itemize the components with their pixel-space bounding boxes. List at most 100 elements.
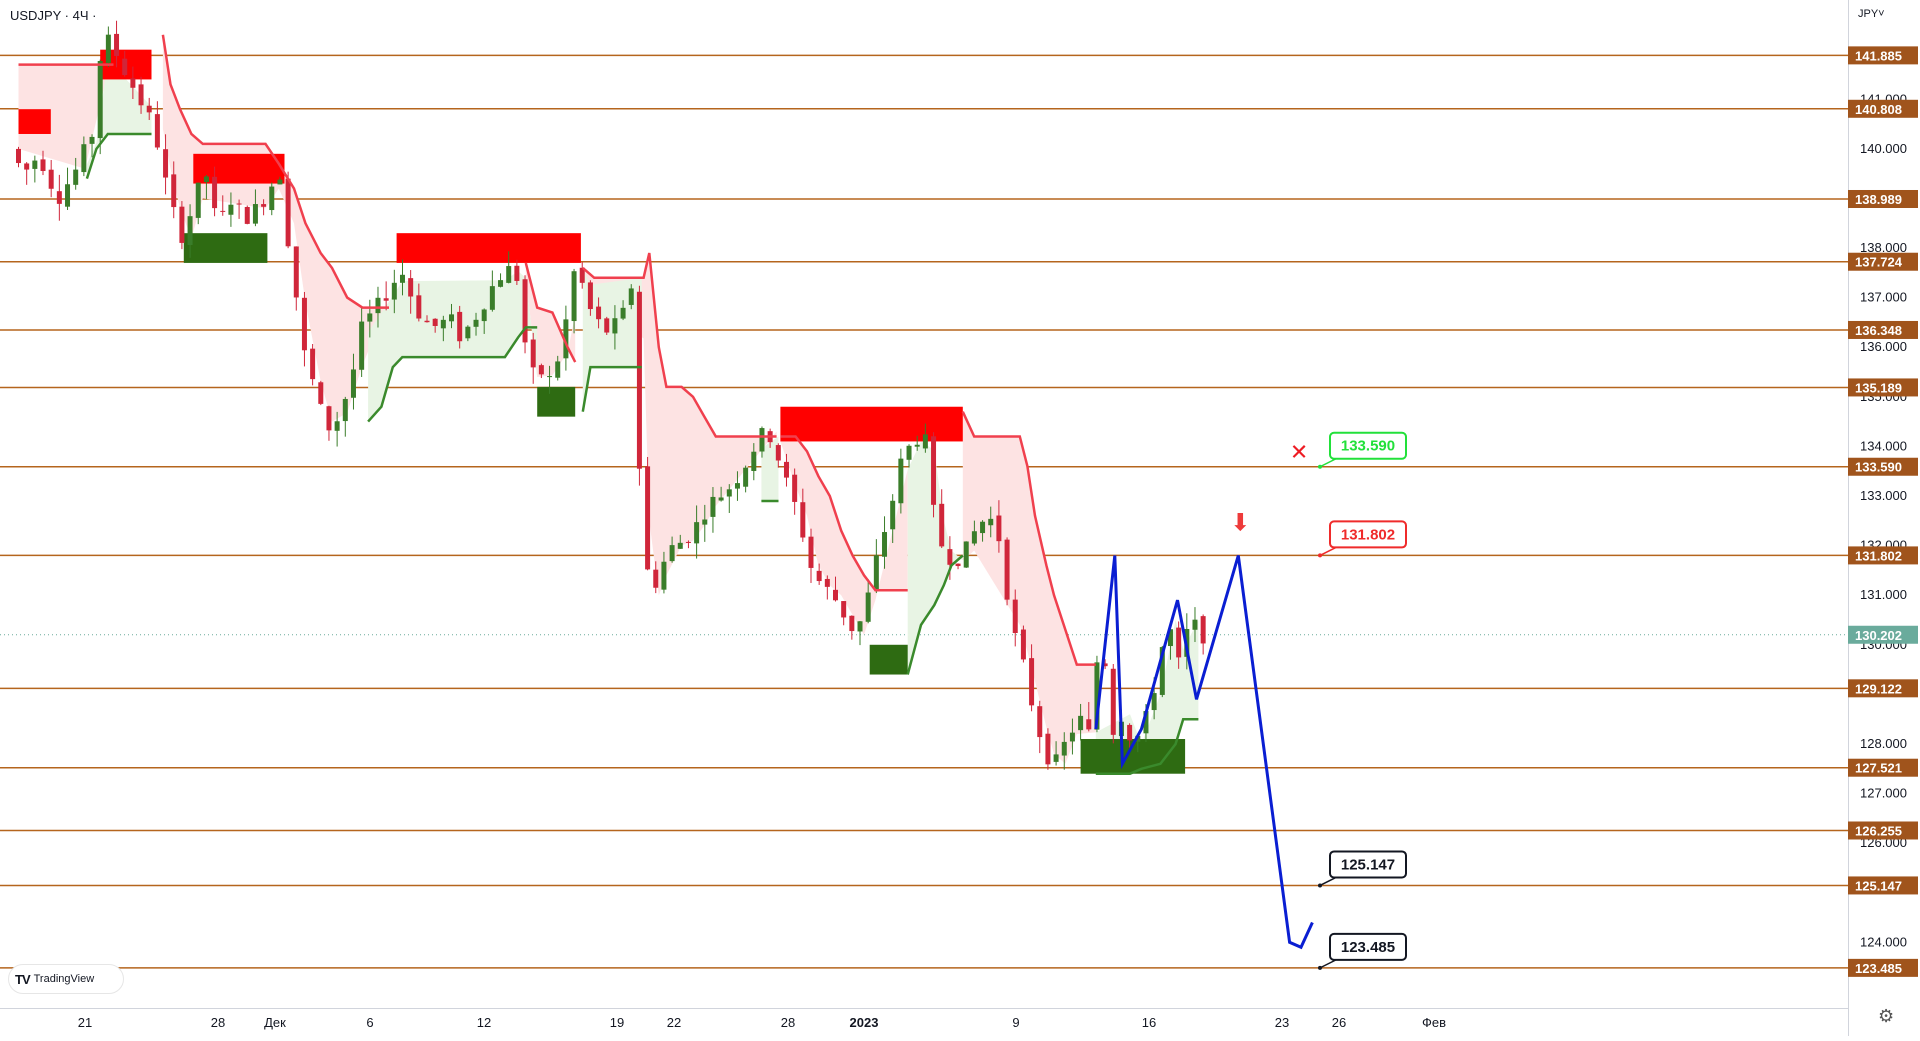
time-tick-label: 6 [366, 1015, 373, 1030]
time-axis[interactable] [0, 1008, 1848, 1036]
level-price-tag [1848, 320, 1918, 339]
target-price-label[interactable]: 133.590 [1318, 431, 1407, 469]
candle-body [375, 297, 381, 314]
candle-body [244, 206, 250, 224]
candle-body [285, 178, 291, 247]
candle-body [1004, 539, 1010, 600]
candle-body [261, 204, 267, 207]
time-tick-label: 16 [1142, 1015, 1156, 1030]
candle-body [857, 621, 863, 632]
candle-body [849, 615, 855, 632]
candle-body [873, 555, 879, 590]
candle-body [587, 282, 593, 310]
candle-body [947, 549, 953, 565]
candle-body [179, 206, 185, 243]
candle-body [538, 365, 544, 375]
candle-body [342, 398, 348, 422]
candle-body [620, 307, 626, 319]
candle-body [906, 445, 912, 460]
candle-body [800, 502, 806, 538]
candle-body [65, 184, 71, 207]
candle-body [833, 589, 838, 601]
candle-body [661, 561, 667, 590]
trail-fill [962, 411, 1096, 764]
time-tick-label: 23 [1275, 1015, 1289, 1030]
candle-body [645, 466, 651, 570]
candle-body [138, 84, 144, 106]
candle-body [105, 34, 111, 63]
candle-body [24, 163, 30, 170]
price-tick-label: 128.000 [1860, 736, 1907, 751]
gear-icon[interactable]: ⚙ [1878, 1006, 1895, 1026]
target-price-label[interactable]: 125.147 [1318, 850, 1407, 888]
candle-body [154, 114, 160, 148]
candle-body [56, 191, 62, 204]
candle-body [195, 182, 201, 218]
candle-body [506, 266, 512, 283]
candle-body [48, 169, 54, 189]
target-price-text: 131.802 [1341, 526, 1395, 543]
tradingview-watermark[interactable]: TV TradingView [8, 964, 124, 994]
candle-body [1037, 706, 1043, 738]
supply-zone[interactable] [396, 233, 581, 263]
level-price-label: 126.255 [1855, 823, 1902, 838]
trail-fill [525, 262, 576, 377]
level-price-tag [1848, 378, 1918, 397]
candle-body [1094, 662, 1100, 730]
candle-body [269, 186, 275, 211]
target-price-label[interactable]: 123.485 [1318, 932, 1407, 970]
level-price-label: 137.724 [1855, 255, 1903, 270]
candle-body [383, 298, 389, 301]
candle-body [710, 496, 716, 517]
trailing-stop-red [780, 435, 908, 592]
trailing-stop-green [85, 132, 152, 179]
level-price-label: 136.348 [1855, 323, 1902, 338]
supply-zone[interactable] [780, 406, 963, 442]
currency-selector[interactable]: JPY˅ [1858, 8, 1885, 20]
candle-body [922, 434, 928, 449]
candle-body [971, 531, 977, 544]
supply-zone[interactable] [18, 109, 51, 134]
candle-body [718, 497, 724, 501]
candle-body [1102, 663, 1108, 667]
candle-body [236, 203, 242, 205]
demand-zone[interactable] [869, 644, 908, 675]
level-price-label: 135.189 [1855, 380, 1902, 395]
price-axis[interactable] [1848, 0, 1920, 1036]
level-price-label: 127.521 [1855, 761, 1902, 776]
candle-body [963, 541, 969, 568]
candle-body [980, 521, 986, 534]
demand-zone[interactable] [537, 386, 576, 417]
watermark-text: TradingView [33, 973, 95, 985]
candle-body [743, 467, 749, 487]
price-tick-label: 136.000 [1860, 339, 1907, 354]
level-price-tag [1848, 679, 1918, 698]
candle-body [996, 515, 1002, 542]
trail-fill [780, 436, 908, 635]
candle-body [669, 545, 675, 562]
candle-body [489, 286, 495, 310]
price-tick-label: 140.000 [1860, 141, 1907, 156]
target-price-label[interactable]: 131.802 [1318, 520, 1407, 558]
candle-body [1192, 619, 1198, 630]
candle-body [914, 444, 920, 447]
level-price-label: 123.485 [1855, 961, 1902, 976]
candle-body [1167, 629, 1173, 647]
candle-body [481, 309, 487, 322]
candle-body [1086, 719, 1092, 730]
candle-body [824, 578, 830, 587]
symbol-title[interactable]: USDJPY · 4Ч · [10, 8, 97, 23]
candle-body [1110, 668, 1116, 735]
candle-body [399, 274, 405, 283]
demand-zone[interactable] [183, 233, 268, 263]
projection-path[interactable] [1094, 555, 1314, 950]
candle-body [1176, 627, 1182, 658]
trailing-stop-red [961, 411, 1096, 666]
time-tick-label: 19 [610, 1015, 624, 1030]
candle-body [988, 518, 994, 526]
candle-body [579, 267, 585, 283]
time-tick-label: 28 [211, 1015, 225, 1030]
level-price-tag [1848, 821, 1918, 840]
